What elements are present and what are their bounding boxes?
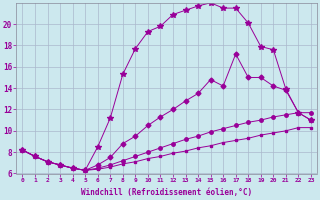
X-axis label: Windchill (Refroidissement éolien,°C): Windchill (Refroidissement éolien,°C) — [81, 188, 252, 197]
